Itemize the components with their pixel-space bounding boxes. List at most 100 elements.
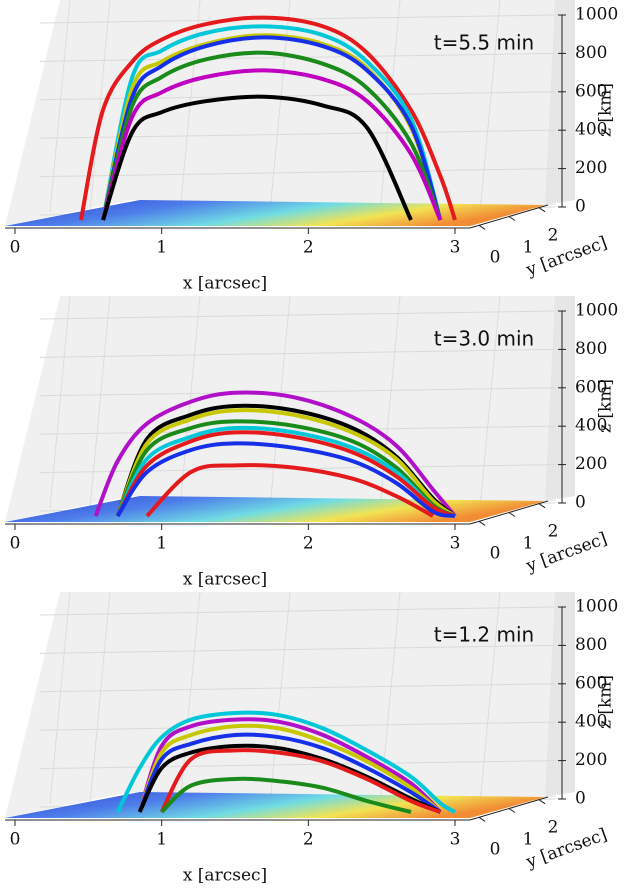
y-tick-label: 2: [548, 818, 559, 838]
field-line: [115, 710, 457, 814]
pane-line: [479, 295, 501, 509]
x-tick-label: 2: [303, 534, 314, 554]
field-line: [115, 408, 457, 518]
x-axis-label: x [arcsec]: [183, 866, 267, 886]
z-tick-label: 600: [575, 81, 607, 101]
y-tick: [538, 503, 546, 509]
field-line: [159, 748, 442, 814]
x-tick-label: 3: [450, 830, 461, 850]
x-axis-label: x [arcsec]: [183, 274, 267, 294]
y-axis-label: y [arcsec]: [523, 529, 610, 577]
field-line: [137, 743, 442, 814]
y-tick: [478, 520, 486, 526]
field-line: [101, 94, 413, 221]
annotation: t=1.2 min: [434, 623, 534, 647]
pane-line: [89, 591, 111, 805]
field-line: [101, 50, 443, 221]
grid-line: [39, 683, 556, 693]
field-line: [137, 717, 442, 814]
y-axis-label: y [arcsec]: [523, 825, 610, 873]
z-axis-label: z [km]: [596, 83, 616, 137]
z-axis-label: z [km]: [596, 675, 616, 729]
field-line: [79, 15, 457, 221]
grid-line: [39, 760, 556, 770]
x-tick-label: 0: [10, 830, 21, 850]
field-line: [101, 35, 443, 221]
grid-line: [39, 348, 556, 358]
x-tick-label: 3: [450, 534, 461, 554]
field-line: [101, 24, 443, 221]
field-line: [137, 732, 442, 814]
y-tick: [478, 816, 486, 822]
y-tick: [508, 216, 516, 221]
grid-line: [39, 310, 556, 320]
z-tick-label: 1000: [575, 301, 618, 321]
z-tick-label: 1000: [575, 597, 618, 617]
y-tick-label: 1: [523, 830, 534, 850]
z-axis-label: z [km]: [596, 379, 616, 433]
z-tick-label: 600: [575, 377, 607, 397]
z-tick-label: 0: [575, 197, 586, 217]
x-tick-label: 2: [303, 830, 314, 850]
x-tick-label: 2: [303, 238, 314, 258]
pane-line: [379, 295, 401, 509]
grid-line: [39, 606, 556, 616]
pane-line: [479, 0, 501, 213]
field-line: [93, 390, 457, 518]
z-tick-label: 400: [575, 416, 607, 436]
z-tick-label: 200: [575, 454, 607, 474]
z-tick-label: 200: [575, 158, 607, 178]
y-tick: [508, 808, 516, 813]
y-tick: [478, 224, 486, 230]
side-pane: [545, 0, 575, 205]
z-tick-label: 800: [575, 339, 607, 359]
y-tick: [538, 207, 546, 213]
pane-line: [269, 591, 291, 805]
x-tick-label: 1: [156, 534, 167, 554]
field-line: [115, 430, 456, 518]
grid-line: [39, 644, 556, 654]
grid-line: [39, 168, 556, 178]
side-pane: [545, 296, 575, 501]
grid-line: [39, 387, 556, 397]
annotation: t=3.0 min: [434, 327, 534, 351]
x-tick-label: 1: [156, 238, 167, 258]
y-tick-label: 2: [548, 522, 559, 542]
side-pane: [545, 592, 575, 797]
x-tick-label: 1: [156, 830, 167, 850]
z-tick-label: 200: [575, 750, 607, 770]
field-line: [145, 463, 434, 518]
field-line: [160, 776, 412, 814]
pane-line: [379, 0, 401, 213]
y-tick: [508, 512, 516, 517]
x-axis-label: x [arcsec]: [183, 570, 267, 590]
annotation: t=5.5 min: [434, 31, 534, 55]
z-tick-label: 400: [575, 120, 607, 140]
field-line: [101, 68, 443, 221]
y-tick-label: 1: [523, 534, 534, 554]
y-tick-label: 0: [490, 840, 501, 860]
x-tick-label: 3: [450, 238, 461, 258]
y-tick-label: 0: [490, 248, 501, 268]
y-axis-label: y [arcsec]: [523, 233, 610, 281]
z-tick-label: 0: [575, 789, 586, 809]
pane-line: [479, 591, 501, 805]
z-tick-label: 800: [575, 43, 607, 63]
field-line: [115, 441, 456, 518]
z-tick-label: 600: [575, 673, 607, 693]
z-tick-label: 0: [575, 493, 586, 513]
pane-line: [89, 0, 111, 213]
y-tick-label: 0: [490, 544, 501, 564]
y-tick-label: 2: [548, 226, 559, 246]
field-line: [137, 723, 442, 814]
x-tick-label: 0: [10, 534, 21, 554]
grid-line: [39, 425, 556, 435]
y-tick: [538, 799, 546, 805]
z-tick-label: 1000: [575, 5, 618, 25]
y-tick-label: 1: [523, 238, 534, 258]
pane-line: [269, 295, 291, 509]
